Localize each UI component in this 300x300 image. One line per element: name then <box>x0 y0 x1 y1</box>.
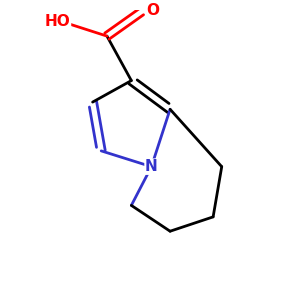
Text: O: O <box>146 3 159 18</box>
Text: HO: HO <box>45 14 70 29</box>
Text: N: N <box>145 159 158 174</box>
